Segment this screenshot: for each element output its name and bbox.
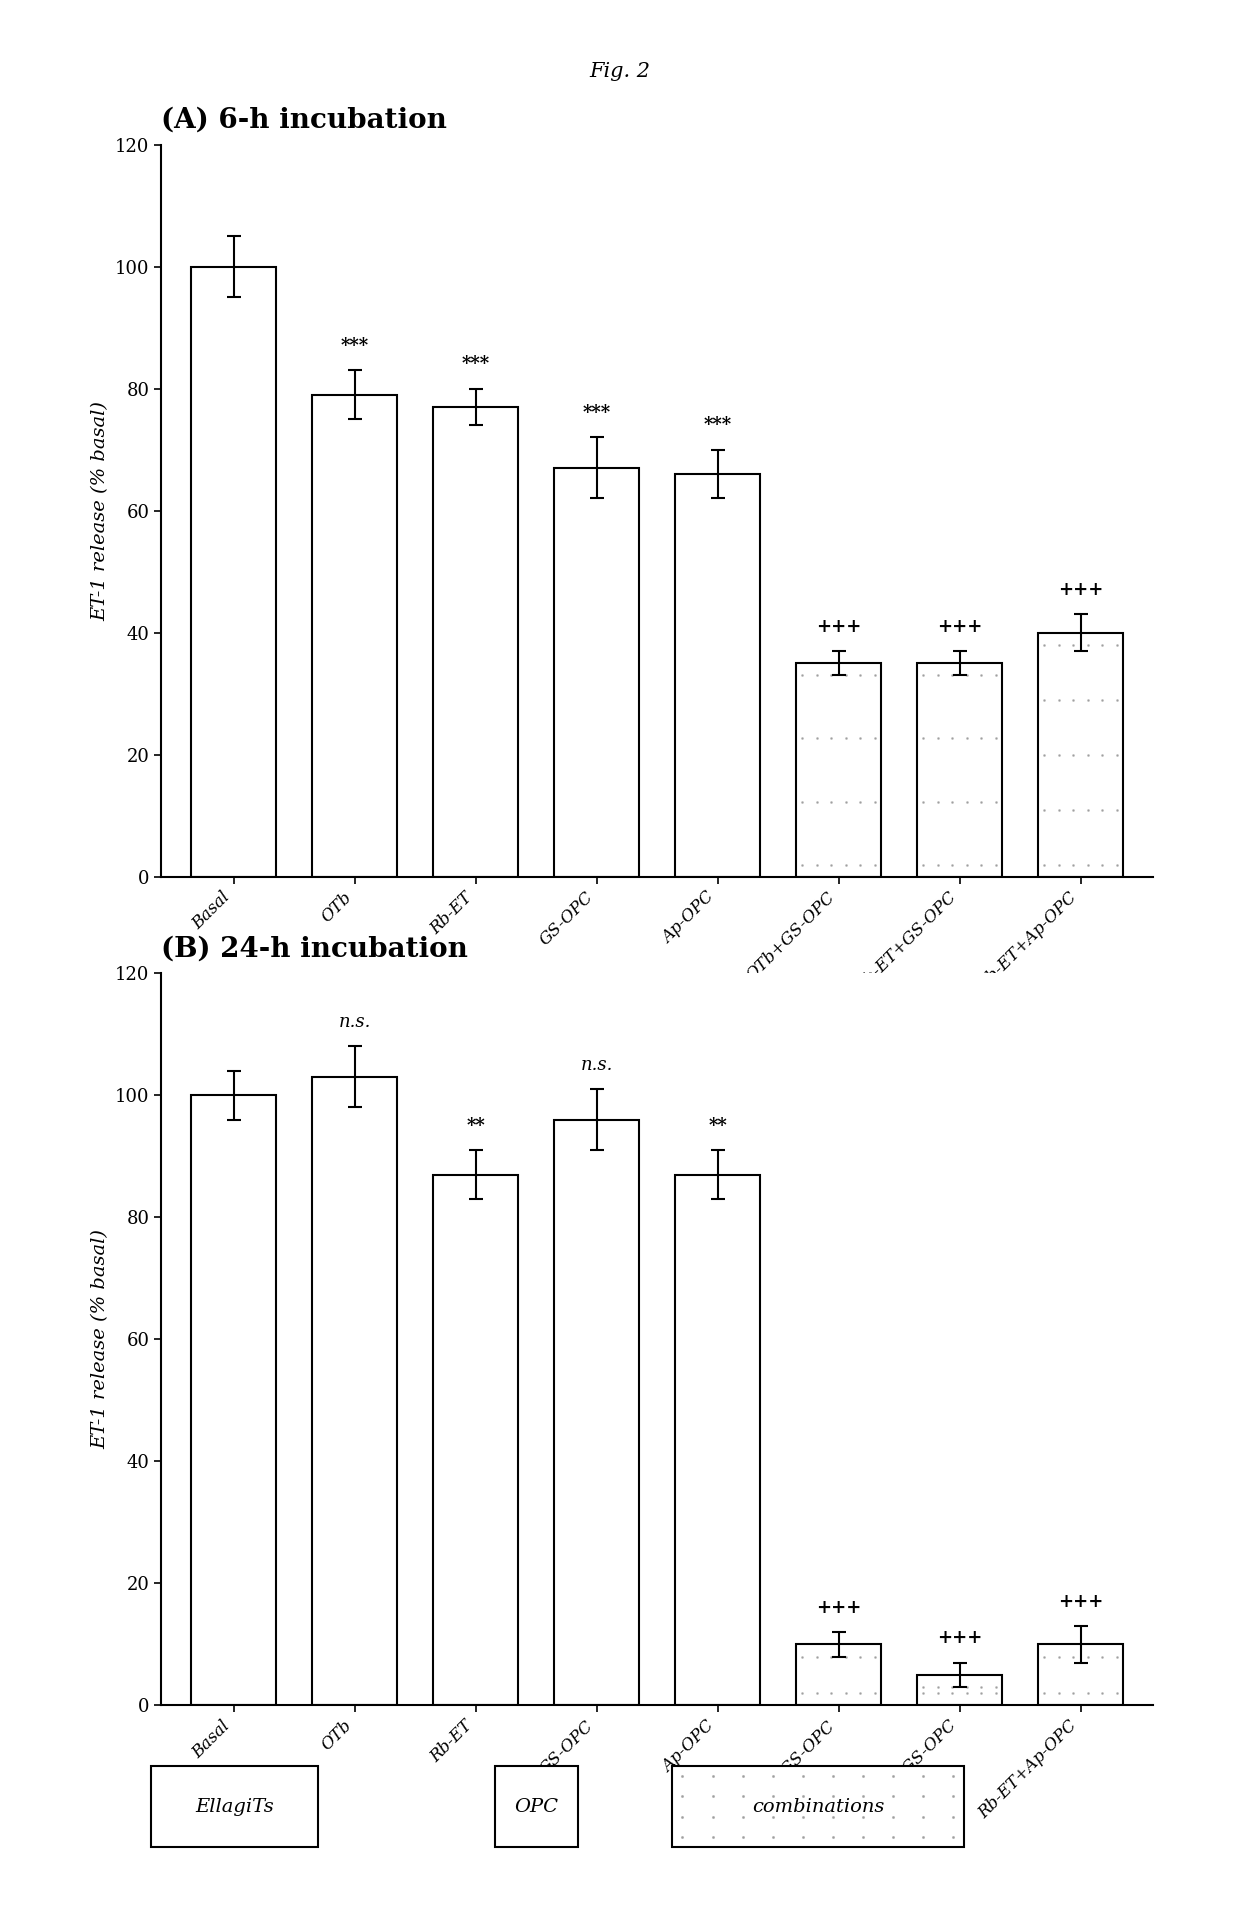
- Bar: [495, 1765, 578, 1848]
- Text: ***: ***: [461, 355, 490, 374]
- Bar: [554, 468, 639, 877]
- Bar: [672, 1765, 963, 1848]
- Bar: [676, 474, 760, 877]
- Bar: [796, 1644, 880, 1705]
- Y-axis label: ET-1 release (% basal): ET-1 release (% basal): [92, 401, 109, 620]
- Text: **: **: [466, 1118, 485, 1135]
- Text: (A) 6-h incubation: (A) 6-h incubation: [161, 106, 448, 133]
- Bar: [918, 663, 1002, 877]
- Text: +++: +++: [1058, 1594, 1104, 1611]
- Bar: [1038, 1644, 1123, 1705]
- Bar: [434, 407, 518, 877]
- Text: **: **: [708, 1118, 727, 1135]
- Text: Fig. 2: Fig. 2: [589, 62, 651, 81]
- Bar: [554, 1120, 639, 1705]
- Text: combinations: combinations: [751, 1798, 884, 1815]
- Bar: [191, 266, 277, 877]
- Bar: [918, 1675, 1002, 1705]
- Bar: [796, 663, 880, 877]
- Text: n.s.: n.s.: [580, 1056, 613, 1073]
- Text: ***: ***: [341, 337, 368, 355]
- Text: +++: +++: [937, 619, 982, 636]
- Text: +++: +++: [937, 1630, 982, 1648]
- Text: (B) 24-h incubation: (B) 24-h incubation: [161, 935, 467, 962]
- Text: ***: ***: [703, 416, 732, 434]
- Text: +++: +++: [1058, 582, 1104, 599]
- Text: +++: +++: [816, 1599, 862, 1617]
- Bar: [191, 1095, 277, 1705]
- Bar: [1038, 632, 1123, 877]
- Bar: [312, 1077, 397, 1705]
- Text: n.s.: n.s.: [339, 1014, 371, 1031]
- Text: +++: +++: [816, 619, 862, 636]
- Text: OPC: OPC: [515, 1798, 559, 1815]
- Bar: [676, 1174, 760, 1705]
- Text: EllagiTs: EllagiTs: [195, 1798, 274, 1815]
- Y-axis label: ET-1 release (% basal): ET-1 release (% basal): [92, 1229, 109, 1449]
- Bar: [312, 395, 397, 877]
- Text: ***: ***: [583, 405, 611, 422]
- Bar: [434, 1174, 518, 1705]
- Bar: [151, 1765, 317, 1848]
